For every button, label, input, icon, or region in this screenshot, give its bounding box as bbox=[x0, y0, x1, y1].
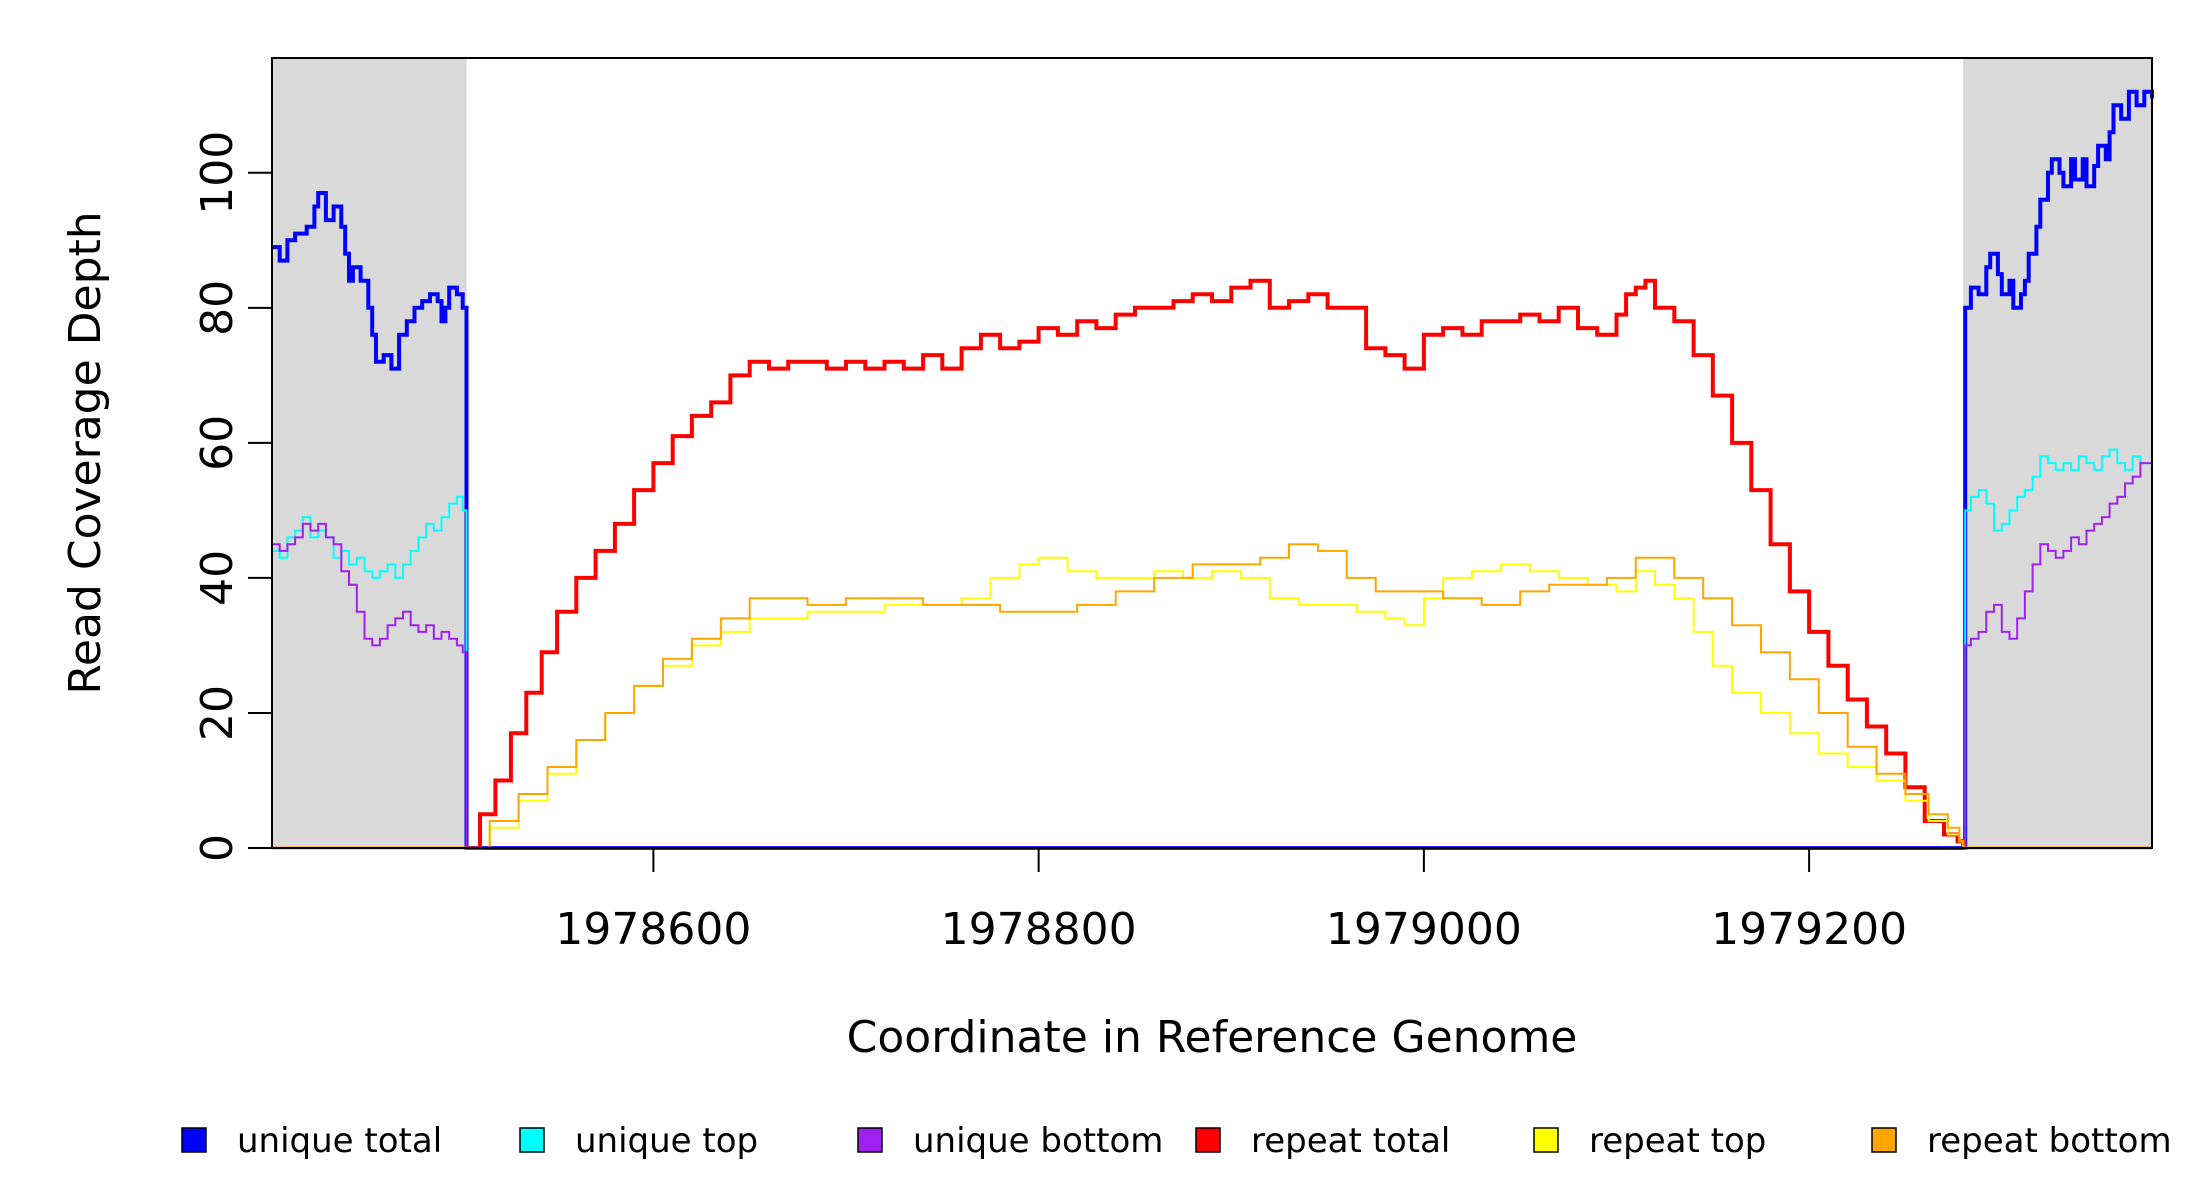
masked-regions bbox=[272, 58, 2152, 848]
series-line-repeat-top bbox=[466, 556, 1965, 849]
legend-label-unique-bottom: unique bottom bbox=[913, 1121, 1163, 1161]
legend-swatch-repeat-top bbox=[1533, 1127, 1559, 1153]
legend-swatch-repeat-total bbox=[1195, 1127, 1221, 1153]
x-tick-label: 1978800 bbox=[941, 904, 1137, 955]
y-tick-label: 0 bbox=[192, 834, 243, 862]
series-line-unique-bottom bbox=[272, 462, 2153, 849]
y-tick-label: 20 bbox=[192, 685, 243, 741]
x-tick-label: 1979000 bbox=[1326, 904, 1522, 955]
y-tick-label: 40 bbox=[192, 550, 243, 606]
y-axis-title: Read Coverage Depth bbox=[60, 211, 111, 694]
legend-label-repeat-total: repeat total bbox=[1251, 1121, 1450, 1161]
series-line-unique-top bbox=[272, 448, 2153, 849]
legend-label-unique-top: unique top bbox=[575, 1121, 758, 1161]
axes: 0 20 40 60 80 100 1978600 1978800 1979000 1979200 bbox=[192, 131, 1907, 955]
x-tick-label: 1978600 bbox=[555, 904, 751, 955]
legend-swatch-unique-top bbox=[519, 1127, 545, 1153]
legend-swatch-unique-bottom bbox=[857, 1127, 883, 1153]
plot-frame bbox=[271, 57, 2153, 849]
series-line-unique-total bbox=[272, 89, 2154, 850]
x-tick-label: 1979200 bbox=[1711, 904, 1907, 955]
shaded-region-1 bbox=[272, 58, 467, 848]
y-tick-label: 80 bbox=[192, 280, 243, 336]
shaded-region-2 bbox=[1963, 58, 2152, 848]
plot-series bbox=[272, 89, 2154, 850]
legend-swatch-unique-total bbox=[181, 1127, 207, 1153]
y-tick-label: 100 bbox=[192, 131, 243, 215]
legend-label-repeat-top: repeat top bbox=[1589, 1121, 1766, 1161]
series-line-repeat-bottom bbox=[466, 543, 1965, 849]
series-line-repeat-total bbox=[466, 278, 1966, 850]
legend-label-unique-total: unique total bbox=[237, 1121, 442, 1161]
legend-swatch-repeat-bottom bbox=[1871, 1127, 1897, 1153]
x-axis-title: Coordinate in Reference Genome bbox=[847, 1012, 1578, 1063]
y-tick-label: 60 bbox=[192, 415, 243, 471]
legend-label-repeat-bottom: repeat bottom bbox=[1927, 1121, 2172, 1161]
legend: unique total unique top unique bottom repea… bbox=[181, 1121, 2172, 1161]
